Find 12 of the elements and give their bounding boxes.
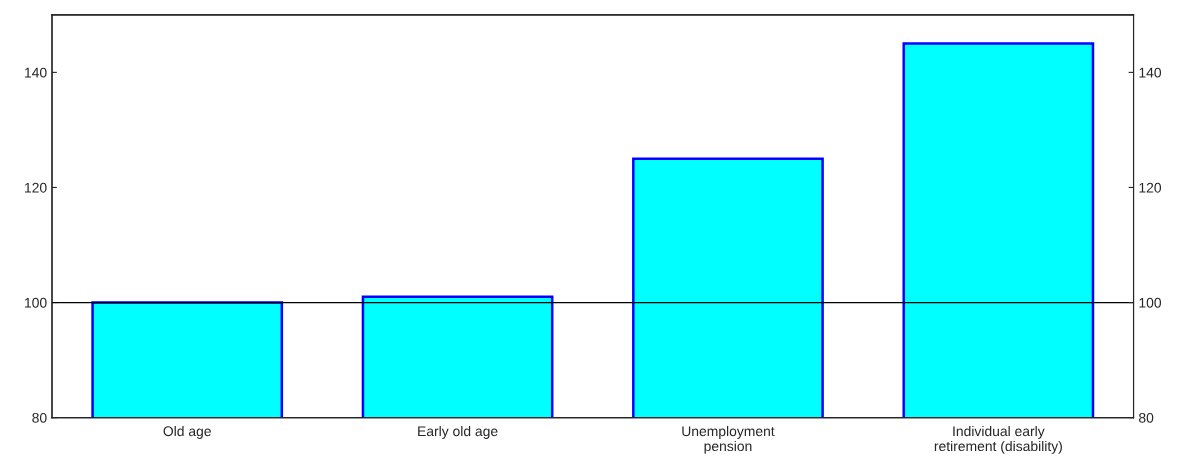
y2-tick-label: 80 (1139, 412, 1154, 423)
y-tick-label: 140 (25, 67, 47, 78)
y-tick-label: 100 (25, 297, 47, 308)
y2-tick-label: 120 (1139, 182, 1162, 193)
y-tick-label: 80 (32, 412, 47, 423)
y2-tick-label: 100 (1139, 297, 1162, 308)
x-tick-label: Individual early retirement (disability) (934, 425, 1062, 454)
y2-tick-label: 140 (1139, 67, 1162, 78)
x-tick-label: Old age (163, 425, 211, 439)
y-tick-label: 120 (25, 182, 47, 193)
x-tick-label: Early old age (418, 425, 498, 439)
x-tick-label: Unemployment pension (682, 425, 775, 454)
